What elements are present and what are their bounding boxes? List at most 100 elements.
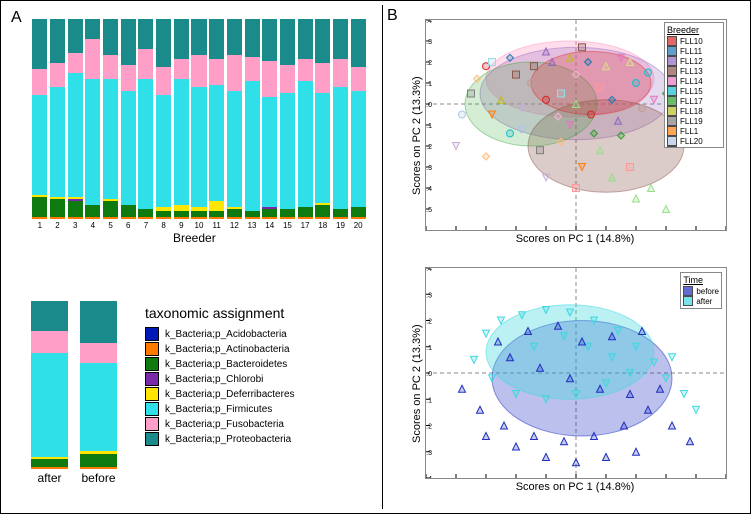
legend-row-chlorobi: k_Bacteria;p_Chlorobi bbox=[145, 372, 375, 386]
legend-row-proteobacteria: k_Bacteria;p_Proteobacteria bbox=[145, 432, 375, 446]
bar-segment-fusobacteria bbox=[121, 65, 136, 91]
bar-segment-bacteroidetes bbox=[245, 211, 260, 217]
legend-row-actinobacteria: k_Bacteria;p_Actinobacteria bbox=[145, 342, 375, 356]
bar-segment-fusobacteria bbox=[174, 59, 189, 79]
scatter-legend-swatch bbox=[683, 286, 693, 296]
svg-text:-0.2: -0.2 bbox=[426, 144, 432, 151]
bar-segment-actinobacteria bbox=[174, 217, 189, 219]
bar-segment-actinobacteria bbox=[245, 217, 260, 219]
bar-segment-bacteroidetes bbox=[121, 205, 136, 217]
bar-segment-actinobacteria bbox=[315, 217, 330, 219]
bar-segment-actinobacteria bbox=[32, 217, 47, 219]
pca-time-legend: Time beforeafter bbox=[680, 272, 722, 309]
bar-segment-fusobacteria bbox=[315, 63, 330, 93]
bar-segment-actinobacteria bbox=[298, 217, 313, 219]
bar-segment-proteobacteria bbox=[103, 19, 118, 55]
x-tick: 13 bbox=[248, 221, 257, 230]
bar-segment-bacteroidetes bbox=[298, 207, 313, 217]
scatter-legend-label: after bbox=[696, 297, 712, 306]
bar-segment-proteobacteria bbox=[315, 19, 330, 63]
bar-segment-bacteroidetes bbox=[156, 211, 171, 217]
pca-top-y-label: Scores on PC 2 (13.3%) bbox=[411, 76, 423, 195]
bar-segment-actinobacteria bbox=[156, 217, 171, 219]
bar-segment-deferribacteres bbox=[156, 207, 171, 211]
bar-column bbox=[68, 19, 83, 219]
bar-column bbox=[191, 19, 206, 219]
bar-segment-deferribacteres bbox=[174, 205, 189, 211]
bar-segment-firmicutes bbox=[227, 91, 242, 207]
scatter-legend-row: FLL14 bbox=[667, 76, 721, 86]
bar-segment-fusobacteria bbox=[280, 65, 295, 93]
x-tick: 20 bbox=[354, 221, 363, 230]
bar-segment-firmicutes bbox=[174, 79, 189, 205]
panel-b-label: B bbox=[387, 7, 398, 25]
svg-text:0.2: 0.2 bbox=[426, 60, 432, 67]
legend-swatch bbox=[145, 327, 159, 341]
legend-swatch bbox=[145, 432, 159, 446]
legend-swatch bbox=[145, 342, 159, 356]
bar-segment-bacteroidetes bbox=[209, 211, 224, 217]
pca-bot-x-label: Scores on PC 1 (14.8%) bbox=[516, 481, 635, 493]
bar-segment-deferribacteres bbox=[80, 451, 117, 454]
bar-segment-firmicutes bbox=[315, 93, 330, 203]
scatter-legend-row: FLL13 bbox=[667, 66, 721, 76]
x-tick: 9 bbox=[179, 221, 183, 230]
bar-segment-proteobacteria bbox=[138, 19, 153, 49]
bar-column bbox=[103, 19, 118, 219]
scatter-legend-label: FLL11 bbox=[680, 47, 702, 56]
scatter-legend-row: after bbox=[683, 296, 719, 306]
x-tick: 14 bbox=[265, 221, 274, 230]
bar-segment-fusobacteria bbox=[156, 67, 171, 95]
bar-segment-firmicutes bbox=[351, 91, 366, 207]
legend-label: k_Bacteria;p_Deferribacteres bbox=[165, 389, 295, 400]
bar-segment-proteobacteria bbox=[227, 19, 242, 55]
legend-label: k_Bacteria;p_Actinobacteria bbox=[165, 344, 290, 355]
bar-column bbox=[80, 301, 117, 469]
bar-segment-bacteroidetes bbox=[174, 211, 189, 217]
x-tick: 1 bbox=[38, 221, 42, 230]
x-tick: 11 bbox=[213, 221, 221, 230]
time-bars-area: afterbefore bbox=[25, 301, 123, 469]
bar-segment-bacteroidetes bbox=[68, 201, 83, 217]
legend-label: k_Bacteria;p_Acidobacteria bbox=[165, 329, 287, 340]
scatter-legend-row: FLL2 bbox=[667, 146, 721, 148]
bar-column bbox=[156, 19, 171, 219]
bar-segment-firmicutes bbox=[31, 353, 68, 457]
bar-segment-bacteroidetes bbox=[80, 454, 117, 467]
x-tick: 19 bbox=[336, 221, 345, 230]
bar-segment-fusobacteria bbox=[31, 331, 68, 353]
bar-segment-firmicutes bbox=[80, 363, 117, 450]
taxonomic-legend-rows: k_Bacteria;p_Acidobacteria k_Bacteria;p_A… bbox=[145, 327, 375, 446]
bar-segment-proteobacteria bbox=[191, 19, 206, 55]
bar-segment-fusobacteria bbox=[50, 63, 65, 87]
legend-label: k_Bacteria;p_Fusobacteria bbox=[165, 419, 284, 430]
bar-segment-bacteroidetes bbox=[103, 201, 118, 217]
legend-row-firmicutes: k_Bacteria;p_Firmicutes bbox=[145, 402, 375, 416]
bar-column bbox=[209, 19, 224, 219]
bar-segment-chlorobi bbox=[262, 207, 277, 209]
bar-segment-deferribacteres bbox=[103, 199, 118, 201]
bar-segment-proteobacteria bbox=[85, 19, 100, 39]
bar-segment-firmicutes bbox=[85, 79, 100, 205]
bar-segment-firmicutes bbox=[191, 87, 206, 207]
bar-segment-actinobacteria bbox=[191, 217, 206, 219]
bar-segment-actinobacteria bbox=[333, 217, 348, 219]
svg-text:0.3: 0.3 bbox=[426, 292, 432, 299]
scatter-legend-row: FLL12 bbox=[667, 56, 721, 66]
svg-text:0.4: 0.4 bbox=[426, 268, 432, 273]
bar-segment-bacteroidetes bbox=[50, 199, 65, 217]
bar-segment-actinobacteria bbox=[227, 217, 242, 219]
bar-segment-fusobacteria bbox=[85, 39, 100, 79]
bar-segment-bacteroidetes bbox=[32, 197, 47, 217]
figure-root: A 12345678910111213141517181920 Breeder … bbox=[0, 0, 751, 514]
scatter-legend-swatch bbox=[667, 106, 677, 116]
scatter-legend-label: FLL14 bbox=[680, 77, 703, 86]
svg-text:0.4: 0.4 bbox=[426, 20, 432, 25]
bar-segment-firmicutes bbox=[209, 85, 224, 201]
bar-segment-proteobacteria bbox=[32, 19, 47, 69]
x-tick: 17 bbox=[301, 221, 310, 230]
bar-segment-fusobacteria bbox=[191, 55, 206, 87]
scatter-legend-label: FLL2 bbox=[680, 147, 698, 149]
svg-text:-0.4: -0.4 bbox=[426, 476, 432, 478]
bar-segment-actinobacteria bbox=[280, 217, 295, 219]
